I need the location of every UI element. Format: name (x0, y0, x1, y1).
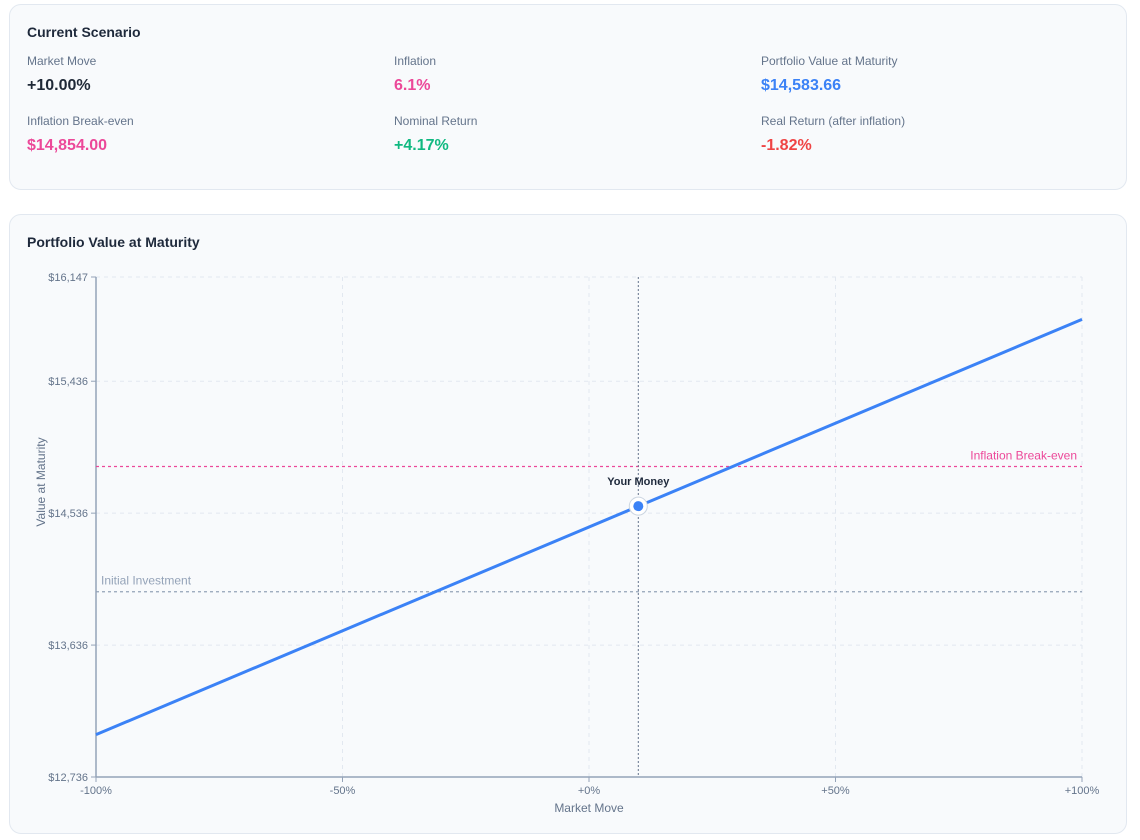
metric-value: -1.82% (761, 137, 812, 154)
your-money-marker (633, 501, 644, 512)
metric-label: Inflation (394, 54, 437, 68)
metric-label: Real Return (after inflation) (761, 114, 906, 128)
y-tick-label: $12,736 (48, 772, 88, 784)
metric-label: Nominal Return (394, 114, 478, 128)
x-tick-label: +100% (1065, 785, 1100, 797)
metric-value: 6.1% (394, 77, 431, 94)
y-tick-label: $15,436 (48, 376, 88, 388)
reference-line-label: Inflation Break-even (970, 449, 1077, 463)
reference-line-label: Initial Investment (101, 574, 192, 588)
metric-portfolio-value: Portfolio Value at Maturity $14,583.66 (761, 54, 1101, 95)
metric-inflation: Inflation 6.1% (394, 54, 734, 95)
current-scenario-card: Current Scenario Market Move +10.00% Inf… (9, 4, 1127, 190)
metric-value: $14,583.66 (761, 77, 842, 94)
x-tick-label: -100% (80, 785, 112, 797)
metric-label: Inflation Break-even (27, 114, 134, 128)
metric-nominal-return: Nominal Return +4.17% (394, 114, 734, 155)
x-axis-title: Market Move (554, 801, 624, 815)
metric-value: +10.00% (27, 77, 91, 94)
metric-value: +4.17% (394, 137, 449, 154)
metric-real-return: Real Return (after inflation) -1.82% (761, 114, 1101, 155)
y-tick-label: $14,536 (48, 508, 88, 520)
portfolio-value-chart: -100% -50% +0% +50% +100% $12,736 $13,636 $14,5… (34, 272, 1100, 815)
chart-title: Portfolio Value at Maturity (27, 234, 200, 250)
x-tick-label: +0% (578, 785, 601, 797)
scenario-title: Current Scenario (27, 24, 141, 40)
metric-value: $14,854.00 (27, 137, 108, 154)
y-tick-label: $13,636 (48, 640, 88, 652)
portfolio-value-line (95, 317, 1083, 737)
x-tick-label: -50% (330, 785, 356, 797)
metric-label: Portfolio Value at Maturity (761, 54, 898, 68)
metric-market-move: Market Move +10.00% (27, 54, 367, 95)
your-money-label: Your Money (607, 476, 670, 488)
portfolio-chart-card: Portfolio Value at Maturity -100% -50% +0%… (9, 214, 1127, 834)
y-tick-label: $16,147 (48, 272, 88, 284)
y-axis-title: Value at Maturity (34, 437, 48, 526)
metric-inflation-break-even: Inflation Break-even $14,854.00 (27, 114, 367, 155)
metric-label: Market Move (27, 54, 97, 68)
x-tick-label: +50% (821, 785, 850, 797)
